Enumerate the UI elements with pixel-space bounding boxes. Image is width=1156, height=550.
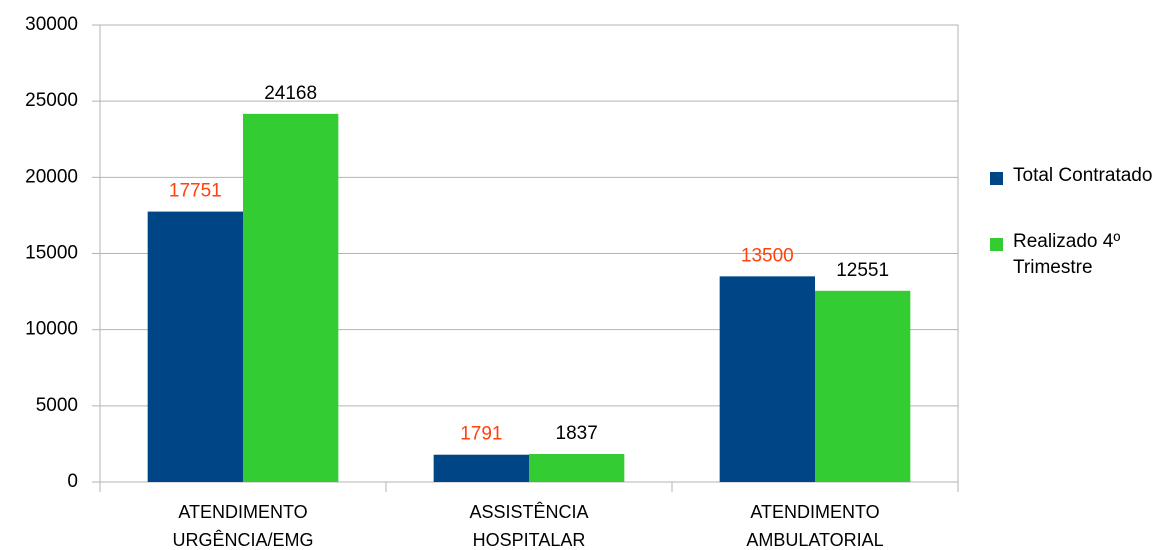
x-tick-label: ATENDIMENTO URGÊNCIA/EMG (172, 502, 314, 550)
y-tick-label: 15000 (25, 243, 78, 264)
legend-swatch (990, 172, 1003, 185)
data-label: 13500 (741, 245, 794, 266)
x-tick-label: ATENDIMENTO AMBULATORIAL (746, 502, 884, 550)
data-label: 24168 (264, 83, 317, 104)
y-tick-label: 0 (67, 471, 78, 492)
legend-swatch (990, 238, 1003, 251)
legend-label: Total Contratado (1013, 165, 1153, 186)
data-label: 17751 (169, 181, 222, 202)
bar (815, 290, 911, 482)
bar (147, 211, 243, 483)
x-tick-label: ASSISTÊNCIA HOSPITALAR (469, 502, 589, 550)
data-label: 1837 (556, 423, 598, 444)
y-tick-label: 25000 (25, 90, 78, 111)
y-tick-label: 30000 (25, 14, 78, 35)
bar (243, 113, 339, 483)
legend-label: Realizado 4º Trimestre (1013, 231, 1121, 278)
data-label: 12551 (836, 260, 889, 281)
y-tick-label: 10000 (25, 319, 78, 340)
bar (719, 276, 815, 482)
data-label: 1791 (460, 424, 502, 445)
bar (529, 454, 625, 482)
y-tick-label: 20000 (25, 166, 78, 187)
y-tick-label: 5000 (36, 395, 78, 416)
bar (433, 454, 529, 482)
